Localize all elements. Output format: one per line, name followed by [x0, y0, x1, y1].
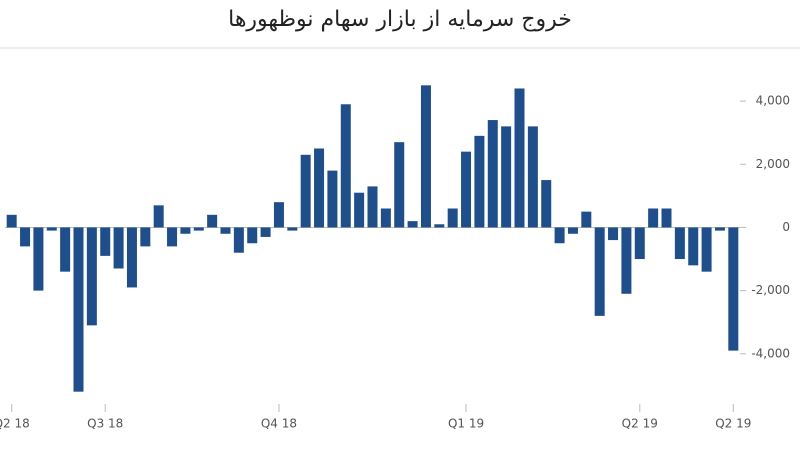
bar — [207, 214, 218, 228]
bar — [621, 227, 632, 294]
bar — [701, 227, 712, 272]
bar — [514, 88, 525, 228]
bar — [661, 208, 672, 228]
bar — [153, 205, 164, 228]
bar — [461, 151, 472, 228]
bar — [394, 142, 405, 228]
bar — [300, 154, 311, 228]
bar — [140, 227, 151, 247]
bar — [46, 227, 57, 231]
bar — [447, 208, 458, 228]
bar — [20, 227, 31, 247]
bar — [714, 227, 725, 231]
x-tick-label: Q4 18 — [261, 417, 297, 431]
bar — [233, 227, 244, 253]
bar — [100, 227, 111, 256]
bar — [487, 120, 498, 228]
bar — [581, 211, 592, 228]
x-tick-label: Q3 18 — [87, 417, 123, 431]
bar — [594, 227, 605, 316]
x-tick-label: Q2 19 — [622, 417, 658, 431]
bar — [33, 227, 44, 291]
bar — [180, 227, 191, 234]
bar — [501, 126, 512, 228]
bar — [340, 104, 351, 228]
bar — [634, 227, 645, 260]
bar — [167, 227, 178, 247]
bar — [434, 224, 445, 228]
bar — [407, 221, 418, 228]
bar — [648, 208, 659, 228]
bar — [60, 227, 71, 272]
bar — [273, 202, 284, 228]
bar — [474, 135, 485, 228]
y-tick-label: 0 — [782, 220, 790, 234]
bar — [527, 126, 538, 228]
bar — [86, 227, 97, 326]
bar — [193, 227, 204, 231]
bar — [113, 227, 124, 269]
bar — [73, 227, 84, 392]
y-tick-label: -2,000 — [751, 283, 790, 297]
bar — [674, 227, 685, 260]
y-tick-label: -4,000 — [751, 346, 790, 360]
bar — [554, 227, 565, 244]
bar — [6, 214, 17, 228]
bar — [354, 192, 365, 228]
y-tick-label: 4,000 — [756, 94, 790, 108]
bar — [688, 227, 699, 266]
bar — [220, 227, 231, 234]
y-tick-label: 2,000 — [756, 157, 790, 171]
x-tick-label: Q1 19 — [448, 417, 484, 431]
bar — [567, 227, 578, 234]
bar — [314, 148, 325, 228]
x-tick-label: Q2 18 — [0, 417, 30, 431]
bar — [367, 186, 378, 228]
bar — [608, 227, 619, 241]
x-tick-label: Q2 19 — [715, 417, 751, 431]
bar — [728, 227, 739, 351]
bar — [287, 227, 298, 231]
bar — [380, 208, 391, 228]
bar — [327, 170, 338, 228]
bar — [126, 227, 137, 288]
bar — [541, 180, 552, 228]
bar — [247, 227, 258, 244]
bar — [260, 227, 271, 237]
chart-title: خروج سرمایه از بازار سهام نوظهورها — [228, 7, 572, 32]
bar — [420, 85, 431, 228]
